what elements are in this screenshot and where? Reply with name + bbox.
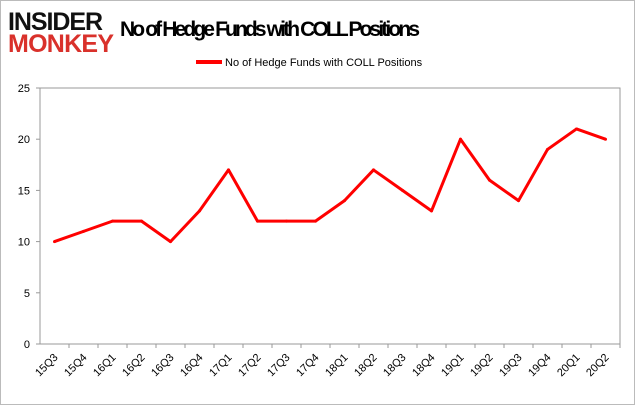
data-point xyxy=(459,137,462,141)
data-point xyxy=(430,209,433,213)
series-line xyxy=(54,127,606,244)
legend-label: No of Hedge Funds with COLL Positions xyxy=(225,57,423,69)
data-point xyxy=(546,147,549,151)
data-point xyxy=(140,219,143,223)
data-point xyxy=(517,199,520,203)
x-tick-label: 15Q3 xyxy=(33,352,61,380)
x-tick-label: 18Q1 xyxy=(323,352,351,380)
logo-line1: INSIDER xyxy=(8,8,103,36)
data-point xyxy=(227,168,230,172)
data-point xyxy=(169,240,172,244)
data-point xyxy=(575,127,578,131)
data-point xyxy=(372,168,375,172)
y-tick-label: 15 xyxy=(18,185,30,197)
x-tick-label: 19Q4 xyxy=(526,352,554,380)
y-tick-label: 5 xyxy=(24,288,30,300)
x-tick-label: 17Q1 xyxy=(207,352,235,380)
y-tick-label: 20 xyxy=(18,134,30,146)
data-point xyxy=(314,219,317,223)
data-point xyxy=(343,199,346,203)
x-tick-label: 16Q1 xyxy=(91,352,119,380)
data-point xyxy=(111,219,114,223)
x-tick-label: 20Q1 xyxy=(555,352,583,380)
x-tick-label: 18Q3 xyxy=(381,352,409,380)
x-tick-label: 16Q3 xyxy=(149,352,177,380)
data-point xyxy=(401,188,404,192)
y-tick-label: 25 xyxy=(18,83,30,95)
x-tick-label: 19Q2 xyxy=(468,352,496,380)
x-tick-label: 16Q2 xyxy=(120,352,148,380)
data-point xyxy=(256,219,259,223)
x-tick-label: 19Q1 xyxy=(439,352,467,380)
logo-line2: MONKEY xyxy=(8,30,114,58)
y-tick-label: 10 xyxy=(18,237,30,249)
x-tick-label: 18Q4 xyxy=(410,352,438,380)
x-tick-label: 16Q4 xyxy=(178,352,206,380)
x-tick-label: 17Q2 xyxy=(236,352,264,380)
x-tick-label: 17Q4 xyxy=(294,352,322,380)
x-tick-label: 20Q2 xyxy=(584,352,612,380)
logo: INSIDER MONKEY xyxy=(8,8,114,58)
x-tick-label: 17Q3 xyxy=(265,352,293,380)
plot-area xyxy=(39,87,621,345)
x-tick-label: 15Q4 xyxy=(62,352,90,380)
x-tick-label: 19Q3 xyxy=(497,352,525,380)
y-tick-label: 0 xyxy=(24,339,30,351)
data-point xyxy=(82,229,85,233)
data-point xyxy=(198,209,201,213)
chart-title: No of Hedge Funds with COLL Positions xyxy=(120,18,420,41)
data-point xyxy=(604,137,607,141)
x-tick-label: 18Q2 xyxy=(352,352,380,380)
data-point xyxy=(285,219,288,223)
data-point xyxy=(53,240,56,244)
data-point xyxy=(488,178,491,182)
